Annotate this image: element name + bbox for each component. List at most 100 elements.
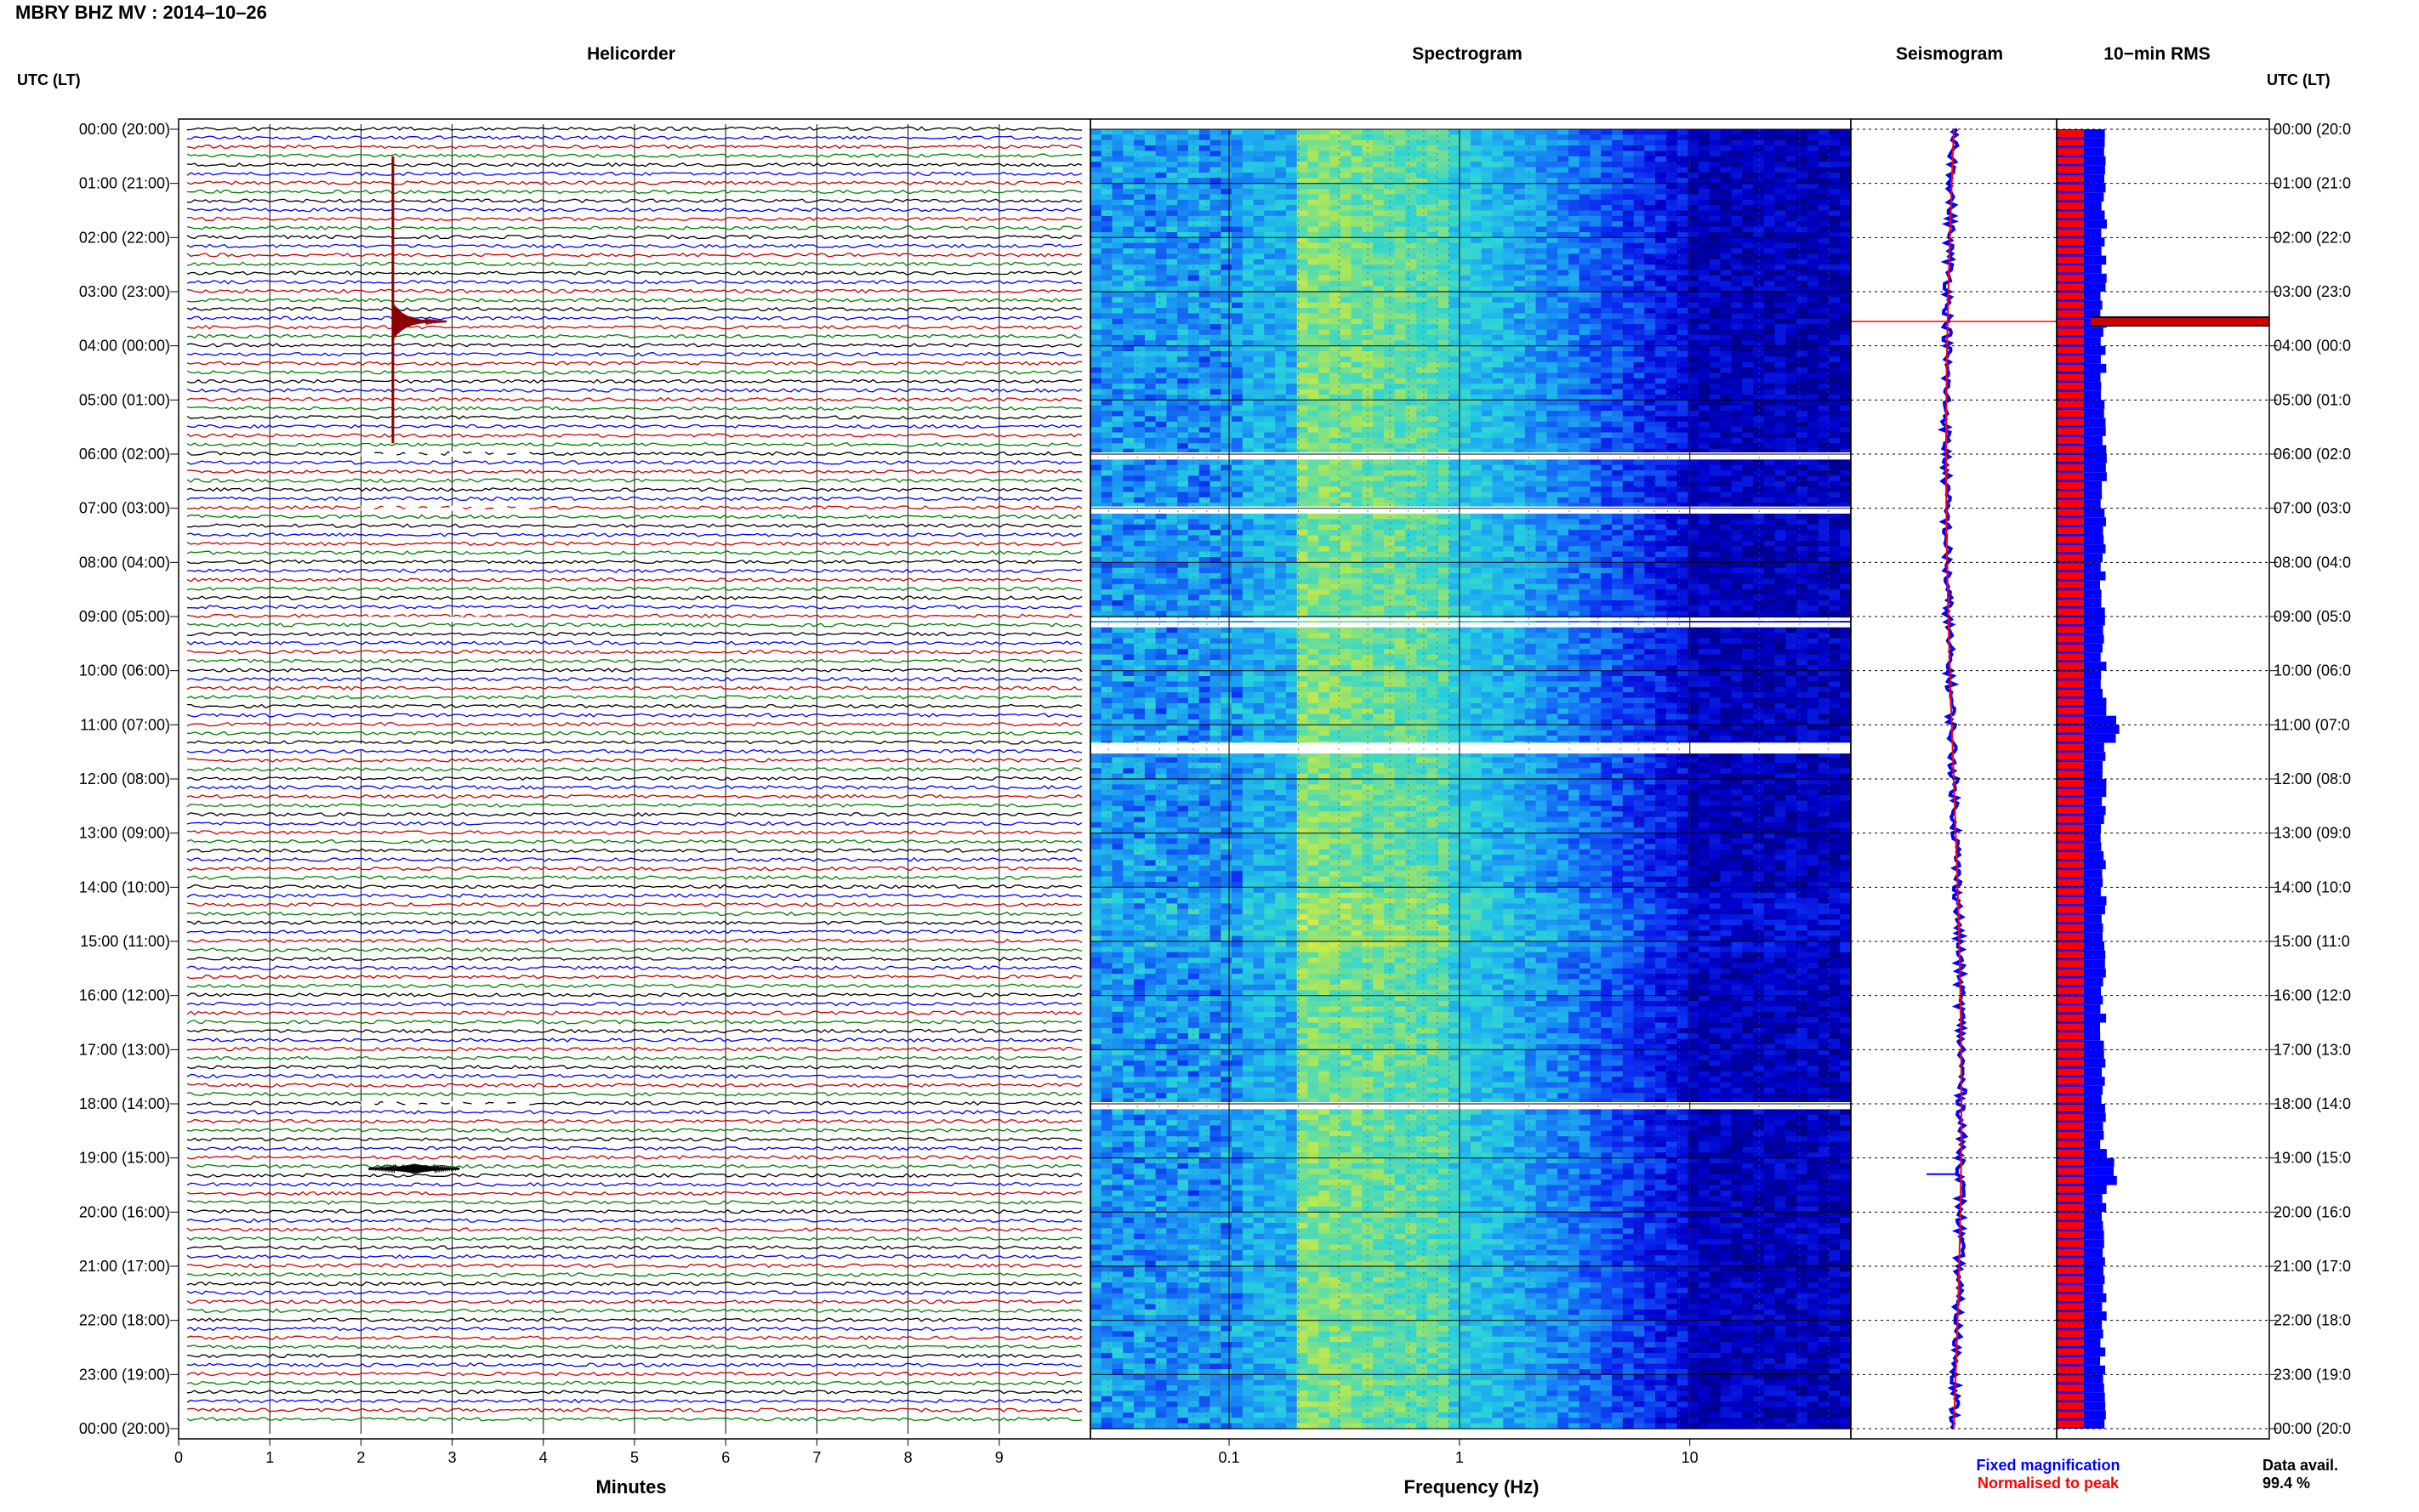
spectrogram-cell	[1307, 275, 1319, 281]
spectrogram-cell	[1449, 443, 1460, 450]
spectrogram-cell	[1101, 372, 1113, 379]
spectrogram-cell	[1655, 264, 1667, 271]
spectrogram-cell	[1524, 389, 1537, 395]
spectrogram-cell	[1144, 411, 1157, 418]
spectrogram-cell	[1699, 400, 1710, 406]
spectrogram-cell	[1622, 178, 1635, 185]
spectrogram-cell	[1416, 378, 1428, 384]
spectrogram-cell	[1460, 297, 1471, 304]
spectrogram-cell	[1221, 134, 1232, 141]
spectrogram-cell	[1753, 178, 1765, 185]
spectrogram-cell	[1416, 145, 1428, 152]
helicorder-trace	[186, 1065, 1083, 1070]
spectrogram-cell	[1460, 253, 1471, 260]
spectrogram-cell	[1492, 134, 1504, 141]
spectrogram-cell	[1101, 156, 1113, 162]
spectrogram-cell	[1253, 199, 1265, 206]
spectrogram-cell	[1394, 361, 1406, 368]
spectrogram-cell	[1198, 194, 1211, 201]
spectrogram-cell	[1840, 221, 1852, 228]
spectrogram-cell	[1753, 253, 1765, 260]
spectrogram-cell	[1492, 334, 1504, 341]
helicorder-trace	[186, 261, 1083, 267]
spectrogram-cell	[1676, 318, 1689, 325]
spectrogram-cell	[1676, 167, 1689, 173]
spectrogram-cell	[1416, 205, 1428, 212]
spectrogram-cell	[1232, 492, 1244, 498]
spectrogram-cell	[1644, 215, 1656, 222]
helicorder-trace	[186, 793, 1083, 799]
spectrogram-cell	[1753, 172, 1765, 179]
spectrogram-cell	[1731, 389, 1743, 395]
spectrogram-cell	[1373, 313, 1385, 320]
spectrogram-cell	[1144, 183, 1157, 190]
spectrogram-cell	[1731, 281, 1743, 287]
spectrogram-cell	[1644, 470, 1656, 477]
spectrogram-cell	[1285, 237, 1298, 244]
spectrogram-cell	[1829, 167, 1841, 173]
spectrogram-cell	[1676, 242, 1689, 249]
spectrogram-cell	[1144, 470, 1157, 477]
spectrogram-cell	[1264, 232, 1276, 238]
spectrogram-cell	[1492, 183, 1504, 190]
spectrogram-cell	[1405, 264, 1417, 271]
spectrogram-cell	[1807, 308, 1819, 315]
spectrogram-cell	[1460, 194, 1471, 201]
spectrogram-cell	[1535, 334, 1547, 341]
spectrogram-cell	[1198, 286, 1211, 293]
spectrogram-cell	[1568, 253, 1580, 260]
spectrogram-cell	[1232, 329, 1244, 336]
spectrogram-cell	[1373, 378, 1385, 384]
spectrogram-cell	[1090, 361, 1102, 368]
spectrogram-cell	[1774, 421, 1786, 428]
spectrogram-cell	[1329, 275, 1341, 281]
spectrogram-cell	[1318, 329, 1330, 336]
spectrogram-cell	[1101, 194, 1113, 201]
spectrogram-cell	[1264, 492, 1276, 498]
spectrogram-cell	[1101, 405, 1113, 412]
spectrogram-cell	[1307, 448, 1319, 455]
spectrogram-cell	[1351, 205, 1363, 212]
spectrogram-cell	[1699, 437, 1710, 444]
spectrogram-cell	[1612, 334, 1624, 341]
spectrogram-cell	[1426, 475, 1439, 482]
spectrogram-cell	[1840, 194, 1852, 201]
spectrogram-cell	[1166, 470, 1178, 477]
spectrogram-cell	[1123, 361, 1135, 368]
spectrogram-cell	[1763, 329, 1776, 336]
spectrogram-cell	[1329, 421, 1341, 428]
spectrogram-cell	[1416, 129, 1428, 135]
spectrogram-cell	[1557, 400, 1569, 406]
spectrogram-cell	[1134, 486, 1146, 493]
spectrogram-cell	[1633, 210, 1645, 217]
spectrogram-cell	[1503, 199, 1515, 206]
spectrogram-cell	[1546, 183, 1558, 190]
spectrogram-cell	[1720, 194, 1733, 201]
spectrogram-cell	[1123, 318, 1135, 325]
spectrogram-cell	[1720, 486, 1733, 493]
spectrogram-cell	[1449, 361, 1460, 368]
spectrogram-cell	[1665, 232, 1678, 238]
spectrogram-cell	[1373, 340, 1385, 347]
spectrogram-cell	[1329, 372, 1341, 379]
spectrogram-cell	[1155, 351, 1167, 357]
spectrogram-cell	[1514, 464, 1526, 471]
spectrogram-cell	[1731, 340, 1743, 347]
spectrogram-cell	[1633, 492, 1645, 498]
spectrogram-cell	[1242, 384, 1255, 390]
spectrogram-cell	[1818, 437, 1830, 444]
spectrogram-cell	[1329, 226, 1341, 233]
spectrogram-cell	[1557, 318, 1569, 325]
spectrogram-cell	[1763, 281, 1776, 287]
spectrogram-cell	[1394, 470, 1406, 477]
spectrogram-cell	[1123, 384, 1135, 390]
spectrogram-cell	[1763, 248, 1776, 255]
spectrogram-cell	[1796, 183, 1808, 190]
spectrogram-cell	[1155, 313, 1167, 320]
spectrogram-cell	[1829, 443, 1841, 450]
spectrogram-cell	[1090, 475, 1102, 482]
spectrogram-cell	[1720, 367, 1733, 374]
spectrogram-cell	[1285, 351, 1298, 357]
spectrogram-cell	[1590, 270, 1602, 276]
spectrogram-cell	[1546, 167, 1558, 173]
